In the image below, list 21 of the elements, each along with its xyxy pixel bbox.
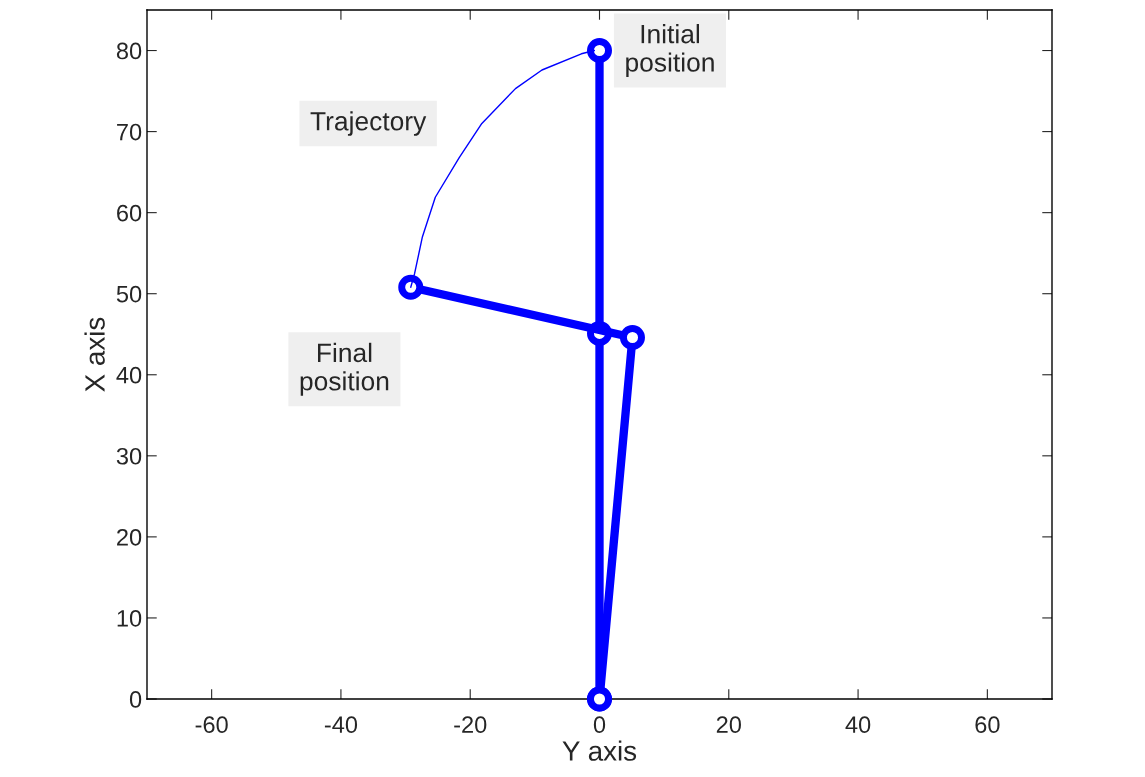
x-tick-label: 20 — [716, 716, 741, 734]
y-tick-label: 30 — [116, 447, 142, 465]
y-tick-label: 70 — [117, 123, 142, 141]
y-tick-label: 0 — [129, 691, 142, 708]
y-tick-label: 80 — [116, 42, 142, 60]
x-axis-title: Y axis — [562, 740, 637, 761]
annotation: Final position — [300, 342, 389, 396]
annotation: Trajectory — [310, 111, 427, 136]
y-tick-label: 40 — [116, 366, 142, 384]
x-tick-label: -60 — [195, 716, 228, 734]
y-axis-title: X axis — [84, 317, 105, 392]
y-tick-label: 50 — [116, 285, 142, 303]
y-tick-label: 60 — [117, 204, 142, 222]
y-tick-label: 10 — [117, 610, 142, 627]
annotation: Initial position — [626, 24, 714, 78]
y-tick-label: 20 — [117, 528, 142, 546]
x-tick-label: 0 — [593, 716, 606, 734]
x-tick-label: -40 — [324, 716, 358, 734]
x-tick-label: 40 — [845, 716, 871, 734]
x-tick-label: 60 — [975, 716, 1000, 734]
x-tick-label: -20 — [454, 716, 487, 734]
